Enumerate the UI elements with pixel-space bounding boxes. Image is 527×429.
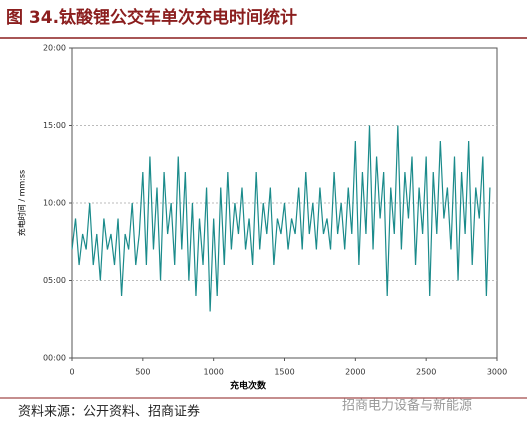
x-tick-label: 2500 [416,368,436,377]
y-tick-label: 15:00 [43,121,66,130]
y-tick-label: 20:00 [43,44,66,53]
x-tick-label: 500 [135,368,150,377]
x-tick-label: 1000 [203,368,223,377]
x-tick-label: 1500 [274,368,294,377]
x-tick-label: 2000 [345,368,365,377]
x-tick-label: 0 [69,368,74,377]
source: 资料来源：公开资料、招商证券 [18,404,200,420]
x-tick-label: 3000 [487,368,507,377]
y-tick-label: 10:00 [43,199,66,208]
chart-title: 图 34.钛酸锂公交车单次充电时间统计 [6,7,297,28]
y-tick-label: 05:00 [43,276,66,285]
y-axis-label: 充电时间 / mm:ss [17,170,27,236]
watermark: 招商电力设备与新能源 [342,398,472,414]
series-line [71,125,491,312]
x-axis-label: 充电次数 [230,380,267,392]
y-tick-label: 00:00 [43,354,66,363]
